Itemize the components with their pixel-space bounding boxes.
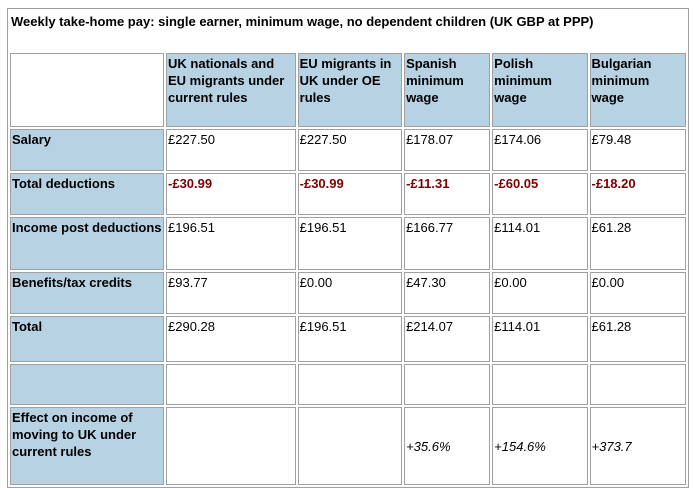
table-cell: -£30.99	[166, 173, 296, 215]
table-cell	[297, 364, 403, 405]
table-cell: £0.00	[492, 272, 588, 314]
column-header: Polish minimum wage	[492, 53, 588, 127]
column-header: EU migrants in UK under OE rules	[297, 53, 403, 127]
table-cell: £290.28	[166, 316, 296, 362]
table-cell: +154.6%	[492, 407, 588, 485]
table-row: Total £290.28 £196.51 £214.07 £114.01 £61.28	[10, 316, 686, 362]
table-cell: £196.51	[166, 217, 296, 270]
table-cell: +373.7	[589, 407, 686, 485]
column-header	[10, 53, 165, 127]
row-label: Benefits/tax credits	[10, 272, 165, 314]
header-row: UK nationals and EU migrants under curre…	[10, 53, 686, 127]
table-cell: £93.77	[166, 272, 296, 314]
table-cell: £0.00	[589, 272, 686, 314]
table-cell: £166.77	[404, 217, 491, 270]
table-cell: £114.01	[492, 316, 588, 362]
table-row: Salary £227.50 £227.50 £178.07 £174.06 £79.48	[10, 129, 686, 171]
table-cell	[492, 364, 588, 405]
table-cell: £227.50	[166, 129, 296, 171]
table-cell: £61.28	[589, 217, 686, 270]
table-cell	[404, 364, 491, 405]
column-header: Spanish minimum wage	[404, 53, 491, 127]
table-cell	[166, 364, 296, 405]
table-cell	[589, 364, 686, 405]
table-cell: £0.00	[297, 272, 403, 314]
table-cell: £196.51	[297, 217, 403, 270]
row-label: Total	[10, 316, 165, 362]
table-cell: £174.06	[492, 129, 588, 171]
table-cell: -£60.05	[492, 173, 588, 215]
table-row: Effect on income of moving to UK under c…	[10, 407, 686, 485]
table-title: Weekly take-home pay: single earner, min…	[11, 14, 594, 29]
row-label: Salary	[10, 129, 165, 171]
row-label: Total deductions	[10, 173, 165, 215]
table-cell: £114.01	[492, 217, 588, 270]
table-cell: £61.28	[589, 316, 686, 362]
table-cell: £196.51	[297, 316, 403, 362]
column-header: UK nationals and EU migrants under curre…	[166, 53, 296, 127]
table-cell: £47.30	[404, 272, 491, 314]
table-cell: +35.6%	[404, 407, 491, 485]
table-cell: -£11.31	[404, 173, 491, 215]
table-cell	[297, 407, 403, 485]
table-cell: £79.48	[589, 129, 686, 171]
table-cell: -£30.99	[297, 173, 403, 215]
table-cell: £227.50	[297, 129, 403, 171]
table-cell: £214.07	[404, 316, 491, 362]
table-cell: -£18.20	[589, 173, 686, 215]
table-row: Total deductions -£30.99 -£30.99 -£11.31 -£6…	[10, 173, 686, 215]
column-header: Bulgarian minimum wage	[589, 53, 686, 127]
table-row	[10, 364, 686, 405]
row-label: Income post deductions	[10, 217, 165, 270]
table-row: Benefits/tax credits £93.77 £0.00 £47.30 £0.…	[10, 272, 686, 314]
table-cell: £178.07	[404, 129, 491, 171]
take-home-pay-table: Weekly take-home pay: single earner, min…	[7, 8, 689, 488]
table-cell	[166, 407, 296, 485]
row-label: Effect on income of moving to UK under c…	[10, 407, 165, 485]
row-label	[10, 364, 165, 405]
table-row: Income post deductions £196.51 £196.51 £166…	[10, 217, 686, 270]
